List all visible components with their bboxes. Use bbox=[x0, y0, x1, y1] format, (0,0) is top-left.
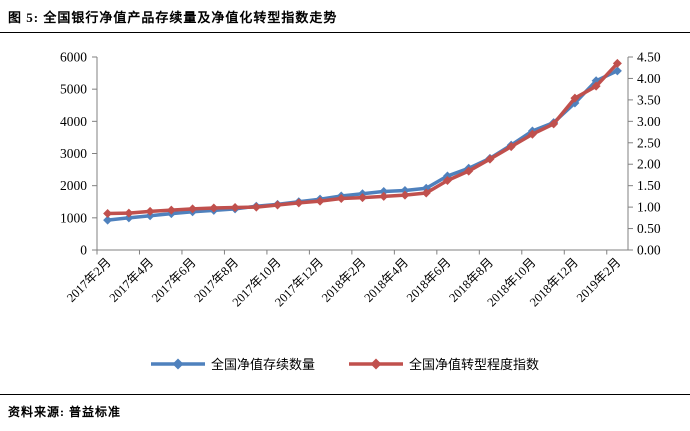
svg-text:0.50: 0.50 bbox=[637, 221, 661, 236]
legend-item-series-0: 全国净值存续数量 bbox=[150, 354, 315, 373]
series-1-marker bbox=[124, 208, 134, 218]
footer-divider bbox=[0, 394, 690, 395]
chart-legend: 全国净值存续数量 全国净值转型程度指数 bbox=[0, 354, 690, 373]
series-0-marker bbox=[103, 215, 113, 225]
svg-text:3.00: 3.00 bbox=[637, 114, 661, 129]
legend-label-series-1: 全国净值转型程度指数 bbox=[409, 357, 540, 372]
series-1-marker bbox=[315, 196, 325, 206]
series-1-marker bbox=[442, 176, 452, 186]
series-1-marker bbox=[166, 205, 176, 215]
series-1-marker bbox=[103, 209, 113, 219]
legend-marker-blue-line-diamond-icon bbox=[150, 358, 205, 369]
series-1-marker bbox=[188, 204, 198, 214]
svg-text:2.50: 2.50 bbox=[637, 135, 661, 150]
series-1-marker bbox=[209, 203, 219, 213]
svg-text:2019年2月: 2019年2月 bbox=[574, 255, 624, 305]
series-1-marker bbox=[485, 154, 495, 164]
series-1-marker bbox=[570, 93, 580, 103]
series-1-marker bbox=[549, 119, 559, 129]
series-0-marker bbox=[379, 186, 389, 196]
legend-item-series-1: 全国净值转型程度指数 bbox=[349, 354, 539, 373]
right-axis: 0.00 0.50 1.00 1.50 2.00 2.50 3.00 3.50 4.00 4.50 bbox=[628, 50, 661, 258]
x-axis-labels: 2017年2月2017年4月2017年6月2017年8月2017年10月2017… bbox=[64, 255, 623, 309]
series-1-marker bbox=[358, 193, 367, 203]
svg-text:4.00: 4.00 bbox=[637, 71, 661, 86]
series-1-marker bbox=[612, 58, 622, 68]
series-0-marker bbox=[400, 185, 410, 195]
series-1-marker bbox=[506, 142, 516, 152]
svg-text:1.00: 1.00 bbox=[637, 200, 661, 215]
title-divider bbox=[0, 32, 690, 33]
series-1-marker bbox=[230, 203, 240, 213]
series-1-marker bbox=[421, 188, 431, 198]
axes bbox=[96, 57, 629, 251]
svg-text:2018年2月: 2018年2月 bbox=[319, 255, 369, 305]
svg-text:1.50: 1.50 bbox=[637, 178, 661, 193]
series-1-marker bbox=[294, 198, 304, 208]
svg-text:4000: 4000 bbox=[60, 114, 87, 129]
figure-title: 图 5: 全国银行净值产品存续量及净值化转型指数走势 bbox=[8, 10, 338, 25]
series-1-marker bbox=[379, 191, 389, 201]
series-1-marker bbox=[273, 200, 283, 210]
svg-text:2.00: 2.00 bbox=[637, 157, 661, 172]
svg-text:0.00: 0.00 bbox=[637, 243, 661, 258]
svg-text:5000: 5000 bbox=[60, 82, 87, 97]
svg-text:2000: 2000 bbox=[60, 178, 87, 193]
series-1-marker bbox=[591, 81, 601, 91]
series-1-marker bbox=[251, 202, 261, 212]
x-axis-ticks bbox=[96, 250, 608, 255]
series-1 bbox=[103, 58, 622, 219]
series-1-marker bbox=[336, 194, 346, 204]
svg-text:2017年6月: 2017年6月 bbox=[149, 255, 199, 305]
legend-marker-red-line-diamond-icon bbox=[349, 358, 403, 369]
left-axis: 0 1000 2000 3000 4000 5000 6000 bbox=[60, 50, 97, 258]
svg-text:1000: 1000 bbox=[60, 210, 87, 225]
svg-text:2018年6月: 2018年6月 bbox=[404, 255, 454, 305]
svg-text:3000: 3000 bbox=[60, 146, 87, 161]
series-1-marker bbox=[464, 166, 474, 176]
svg-text:0: 0 bbox=[80, 243, 87, 258]
legend-label-series-0: 全国净值存续数量 bbox=[210, 357, 315, 372]
series-1-marker bbox=[145, 206, 155, 216]
series-1-marker bbox=[400, 190, 410, 200]
source-note: 资料来源: 普益标准 bbox=[8, 405, 121, 419]
series-0-marker bbox=[612, 66, 622, 76]
svg-text:4.50: 4.50 bbox=[637, 50, 661, 65]
svg-text:6000: 6000 bbox=[60, 50, 87, 65]
svg-text:3.50: 3.50 bbox=[637, 92, 661, 107]
series-0-marker bbox=[124, 213, 134, 223]
svg-text:2018年4月: 2018年4月 bbox=[361, 255, 411, 305]
svg-text:2017年4月: 2017年4月 bbox=[107, 255, 157, 305]
svg-text:2017年2月: 2017年2月 bbox=[64, 255, 114, 305]
series-1-marker bbox=[527, 129, 537, 139]
